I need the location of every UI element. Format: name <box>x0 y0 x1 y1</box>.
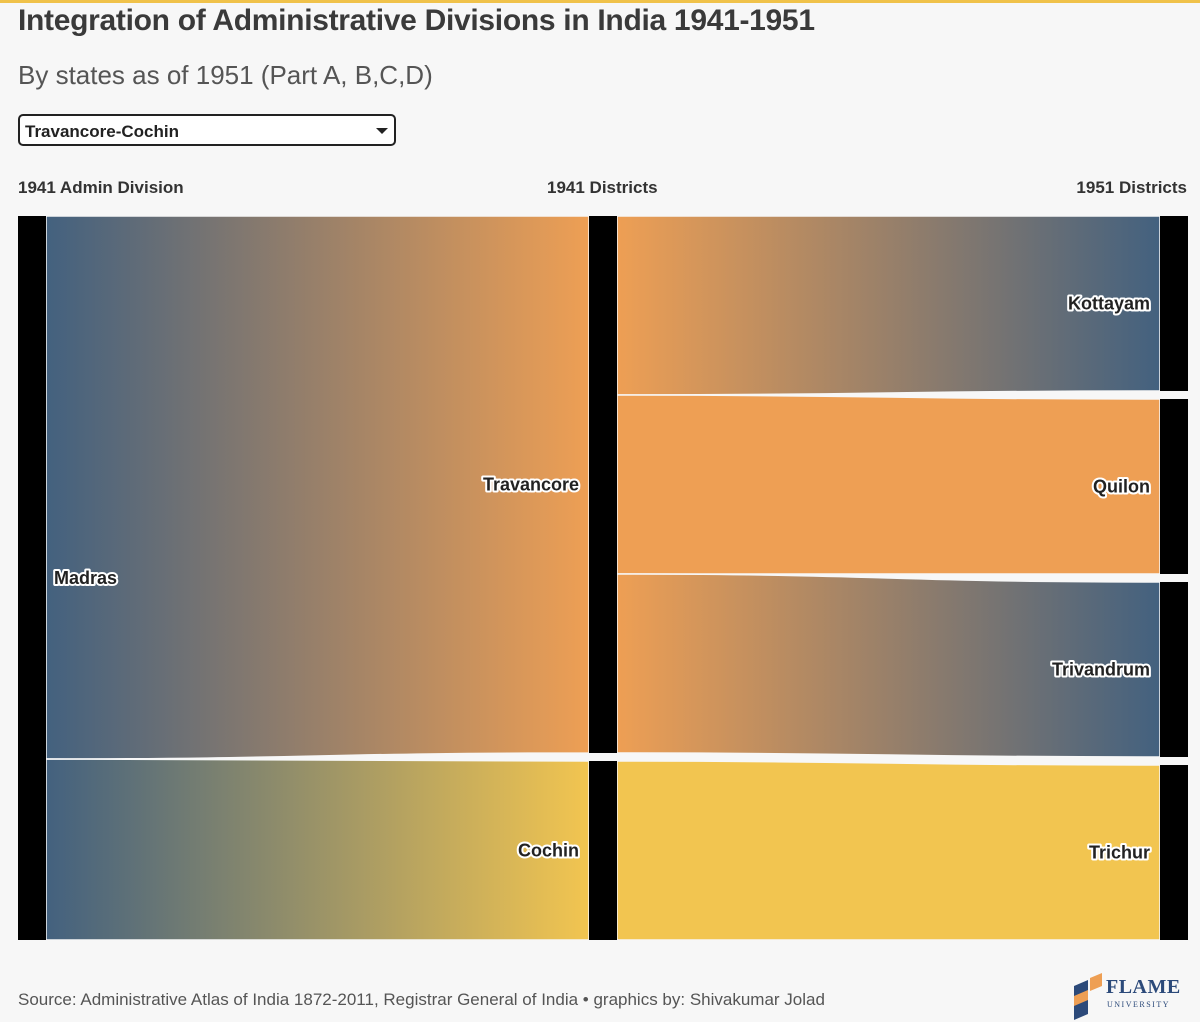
link-madras-to-cochin[interactable] <box>45 758 590 941</box>
flame-university-logo: FLAME UNIVERSITY <box>1066 968 1184 1020</box>
column-header-admin-division: 1941 Admin Division <box>18 178 184 197</box>
node-label-trichur: Trichur <box>1089 843 1150 863</box>
page-subtitle: By states as of 1951 (Part A, B,C,D) <box>18 60 433 90</box>
node-bar-trivandrum[interactable] <box>1160 582 1188 757</box>
node-label-kottayam: Kottayam <box>1068 294 1150 314</box>
node-bar-kottayam[interactable] <box>1160 216 1188 391</box>
sankey-chart: Madras Travancore Cochin Kottayam Quilon Triv… <box>18 215 1188 941</box>
source-credit: Source: Administrative Atlas of India 18… <box>18 990 825 1009</box>
node-bar-cochin[interactable] <box>589 761 617 940</box>
link-cochin-to-trichur[interactable] <box>616 760 1161 941</box>
sankey-links <box>45 215 1161 941</box>
state-filter-dropdown[interactable]: Travancore-Cochin <box>18 114 396 146</box>
node-bar-trichur[interactable] <box>1160 765 1188 940</box>
node-label-travancore: Travancore <box>483 475 579 495</box>
node-label-madras: Madras <box>54 568 117 588</box>
node-label-quilon: Quilon <box>1093 477 1150 497</box>
logo-subtext: UNIVERSITY <box>1107 1000 1170 1009</box>
sankey-labels: Madras Travancore Cochin Kottayam Quilon Triv… <box>52 292 1152 865</box>
state-filter-value: Travancore-Cochin <box>25 122 179 141</box>
node-bar-travancore[interactable] <box>589 216 617 753</box>
node-bar-madras[interactable] <box>18 216 46 940</box>
page-title: Integration of Administrative Divisions … <box>18 4 815 37</box>
column-header-1941-districts: 1941 Districts <box>547 178 658 197</box>
chevron-down-icon[interactable] <box>376 128 388 134</box>
node-label-cochin: Cochin <box>518 841 579 861</box>
node-label-trivandrum: Trivandrum <box>1052 660 1150 680</box>
sankey-nodes <box>18 216 1188 940</box>
node-bar-quilon[interactable] <box>1160 399 1188 574</box>
top-accent-rule <box>0 0 1200 3</box>
logo-text: FLAME <box>1106 976 1181 998</box>
flame-logo-icon <box>1074 973 1102 1020</box>
link-travancore-to-quilon[interactable] <box>616 394 1161 575</box>
column-header-1951-districts: 1951 Districts <box>1076 178 1187 197</box>
